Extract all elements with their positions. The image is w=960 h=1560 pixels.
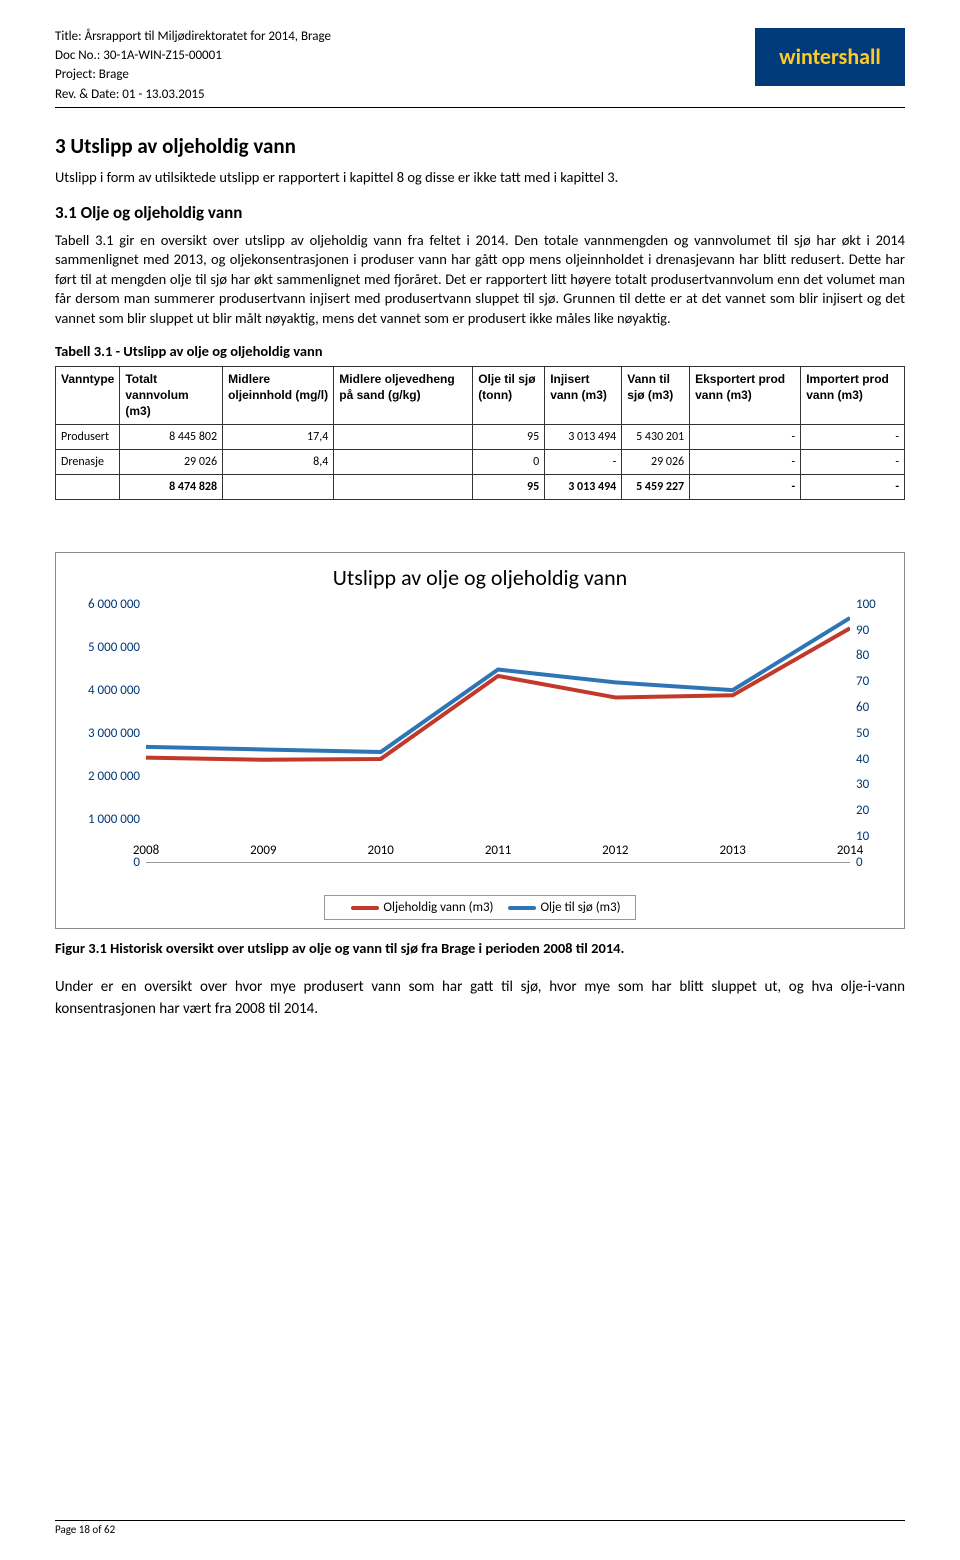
rev: 01 - 13.03.2015 (122, 87, 204, 102)
y-right-tick: 80 (856, 648, 892, 666)
col-h: Injisert vann (m3) (545, 366, 622, 424)
y-right-tick: 10 (856, 828, 892, 846)
y-right-tick: 0 (856, 854, 892, 872)
table-caption: Tabell 3.1 - Utslipp av olje og oljehold… (55, 342, 905, 362)
y-left-tick: 0 (68, 854, 140, 872)
y-right-tick: 100 (856, 596, 892, 614)
logo-text: wintershall (779, 42, 881, 72)
y-right-tick: 20 (856, 802, 892, 820)
chart-svg (146, 605, 850, 863)
col-h: Importert prod vann (m3) (801, 366, 905, 424)
y-right-tick: 70 (856, 673, 892, 691)
header-meta: Title: Årsrapport til Miljødirektoratet … (55, 28, 331, 105)
y-right-tick: 30 (856, 777, 892, 795)
y-left-tick: 2 000 000 (68, 768, 140, 786)
docno-label: Doc No.: (55, 48, 100, 63)
legend-label: Oljeholdig vann (m3) (383, 900, 493, 915)
table-row: Drenasje 29 026 8,4 0 - 29 026 - - (56, 449, 905, 474)
y-left-tick: 6 000 000 (68, 596, 140, 614)
section-heading: 3 Utslipp av oljeholdig vann (55, 132, 905, 160)
y-right-tick: 50 (856, 725, 892, 743)
y-left-tick: 1 000 000 (68, 811, 140, 829)
footer-paragraph: Under er en oversikt over hvor mye produ… (55, 977, 905, 1021)
col-h: Olje til sjø (tonn) (473, 366, 545, 424)
table-header-row: Vanntype Totalt vannvolum (m3) Midlere o… (56, 366, 905, 424)
chart-legend: Oljeholdig vann (m3) Olje til sjø (m3) (324, 895, 635, 921)
title-label: Title: (55, 29, 82, 44)
data-table: Vanntype Totalt vannvolum (m3) Midlere o… (55, 366, 905, 500)
section-intro: Utslipp i form av utilsiktede utslipp er… (55, 168, 905, 188)
project-label: Project: (55, 67, 96, 82)
col-h: Vann til sjø (m3) (622, 366, 690, 424)
company-logo: wintershall (755, 28, 905, 86)
col-h: Vanntype (56, 366, 120, 424)
page-footer: Page 18 of 62 (55, 1520, 905, 1538)
chart-container: Utslipp av olje og oljeholdig vann 20082… (55, 552, 905, 929)
legend-swatch-icon (508, 906, 536, 910)
table-row: Produsert 8 445 802 17,4 95 3 013 494 5 … (56, 424, 905, 449)
y-left-tick: 3 000 000 (68, 725, 140, 743)
page-header: Title: Årsrapport til Miljødirektoratet … (55, 28, 905, 108)
rev-label: Rev. & Date: (55, 87, 119, 102)
subsection-heading: 3.1 Olje og oljeholdig vann (55, 202, 905, 225)
chart-plot-area: 2008200920102011201220132014 01 000 0002… (68, 597, 892, 887)
docno: 30-1A-WIN-Z15-00001 (103, 48, 222, 63)
col-h: Totalt vannvolum (m3) (120, 366, 223, 424)
section-body: Tabell 3.1 gir en oversikt over utslipp … (55, 231, 905, 329)
col-h: Eksportert prod vann (m3) (690, 366, 801, 424)
y-right-tick: 40 (856, 751, 892, 769)
y-left-tick: 5 000 000 (68, 639, 140, 657)
chart-title: Utslipp av olje og oljeholdig vann (68, 563, 892, 593)
col-h: Midlere oljevedheng på sand (g/kg) (334, 366, 473, 424)
y-right-tick: 90 (856, 622, 892, 640)
legend-label: Olje til sjø (m3) (540, 900, 620, 915)
doc-title: Årsrapport til Miljødirektoratet for 201… (85, 29, 331, 44)
y-right-tick: 60 (856, 699, 892, 717)
project: Brage (99, 67, 129, 82)
figure-caption: Figur 3.1 Historisk oversikt over utslip… (55, 939, 905, 959)
table-row-total: 8 474 828 95 3 013 494 5 459 227 - - (56, 474, 905, 499)
col-h: Midlere oljeinnhold (mg/l) (223, 366, 334, 424)
legend-swatch-icon (351, 906, 379, 910)
y-left-tick: 4 000 000 (68, 682, 140, 700)
